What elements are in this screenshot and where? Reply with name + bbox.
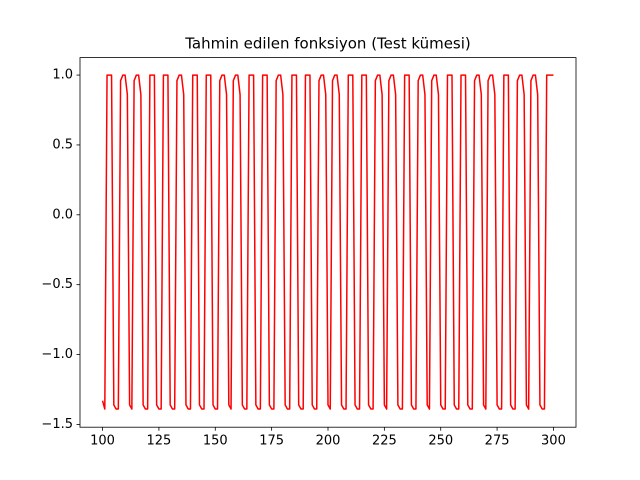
y-tick-label: 1.0 — [52, 68, 73, 83]
x-tick-label: 150 — [203, 434, 228, 449]
x-tick-label: 225 — [372, 434, 397, 449]
chart-title: Tahmin edilen fonksiyon (Test kümesi) — [184, 35, 471, 53]
y-tick-label: −1.5 — [41, 417, 73, 432]
x-tick-label: 125 — [146, 434, 171, 449]
y-tick-label: 0.5 — [52, 137, 73, 152]
x-tick-label: 275 — [485, 434, 510, 449]
x-tick-label: 100 — [90, 434, 115, 449]
x-tick-label: 250 — [428, 434, 453, 449]
y-tick-label: 0.0 — [52, 207, 73, 222]
y-tick-label: −1.0 — [41, 347, 73, 362]
x-tick-label: 200 — [316, 434, 341, 449]
x-tick-label: 175 — [259, 434, 284, 449]
data-line — [101, 74, 554, 410]
x-tick-label: 300 — [541, 434, 566, 449]
axes-frame — [79, 57, 577, 428]
y-tick-label: −0.5 — [41, 277, 73, 292]
